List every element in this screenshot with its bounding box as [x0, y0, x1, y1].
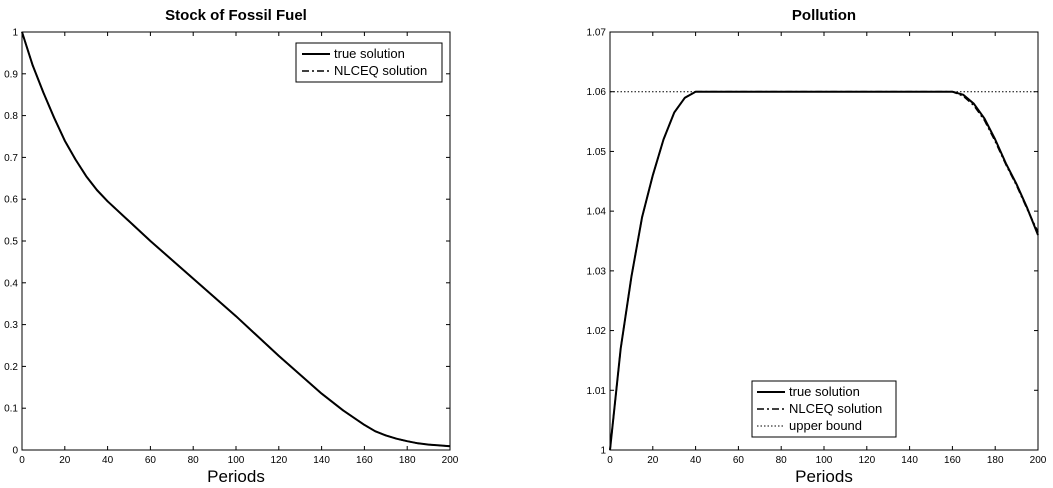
x-tick-label: 120: [858, 455, 875, 466]
y-tick-label: 1.03: [587, 266, 607, 277]
x-tick-label: 80: [188, 455, 200, 466]
x-tick-label: 20: [647, 455, 659, 466]
plot-frame: [21, 31, 451, 451]
legend-label-upper-bound: upper bound: [789, 418, 862, 433]
x-tick-label: 60: [733, 455, 745, 466]
x-tick-label: 160: [356, 455, 373, 466]
x-tick-label: 120: [270, 455, 287, 466]
y-tick-label: 1: [600, 446, 606, 457]
legend-box: [295, 42, 443, 83]
chart-stock-of-fossil-fuel: Stock of Fossil Fuel 0 20 40 60 80 100 120 140 1…: [4, 7, 459, 486]
y-tick-label: 1.02: [587, 326, 607, 337]
x-tick-label: 0: [607, 455, 613, 466]
x-axis-label: Periods: [207, 467, 265, 486]
chart-title: Pollution: [792, 7, 856, 24]
y-tick-label: 0.4: [4, 278, 18, 289]
y-tick-label: 0: [12, 446, 18, 457]
x-tick-label: 100: [228, 455, 245, 466]
y-tick-label: 0.9: [4, 69, 18, 80]
x-tick-label: 200: [1030, 455, 1047, 466]
legend: true solution NLCEQ solution upper bound: [751, 380, 897, 438]
y-tick-label: 0.1: [4, 404, 18, 415]
x-tick-label: 80: [776, 455, 788, 466]
y-tick-label: 0.5: [4, 237, 18, 248]
x-axis-label: Periods: [795, 467, 853, 486]
y-tick-label: 1.01: [587, 386, 607, 397]
x-tick-label: 200: [442, 455, 459, 466]
y-tick-label: 1.06: [587, 87, 607, 98]
y-tick-label: 1.07: [587, 28, 607, 39]
x-tick-label: 40: [690, 455, 702, 466]
series-line-nlceq-solution: [21, 31, 451, 447]
tick-layer: 0 20 40 60 80 100 120 140 160 180 200 0 0.1 0.2 0.3 0.4…: [4, 28, 459, 467]
y-tick-label: 0.2: [4, 362, 18, 373]
x-tick-label: 60: [145, 455, 157, 466]
legend-label-nlceq-solution: NLCEQ solution: [789, 401, 882, 416]
series-line-true-solution: [21, 31, 451, 448]
x-tick-label: 160: [944, 455, 961, 466]
plot-frame: [609, 31, 1039, 451]
series-layer: [21, 31, 451, 448]
y-tick-label: 1.05: [587, 147, 607, 158]
x-tick-label: 0: [19, 455, 25, 466]
x-tick-label: 180: [399, 455, 416, 466]
x-tick-label: 180: [987, 455, 1004, 466]
x-tick-label: 140: [901, 455, 918, 466]
legend-label-true-solution: true solution: [789, 384, 860, 399]
chart-title: Stock of Fossil Fuel: [165, 7, 307, 24]
x-tick-label: 140: [313, 455, 330, 466]
series-line-nlceq-solution: [609, 90, 1039, 451]
legend-label-true-solution: true solution: [334, 46, 405, 61]
chart-pollution: Pollution 0 20 40 60 80 100 120 140 160 180 200 1 1.…: [587, 7, 1047, 486]
y-tick-label: 0.7: [4, 153, 18, 164]
x-tick-label: 20: [59, 455, 71, 466]
x-tick-label: 100: [816, 455, 833, 466]
tick-layer: 0 20 40 60 80 100 120 140 160 180 200 1 1.01 1.02 1.03…: [587, 28, 1047, 467]
y-tick-label: 0.6: [4, 195, 18, 206]
y-tick-label: 1: [12, 28, 18, 39]
legend: true solution NLCEQ solution: [295, 42, 443, 83]
x-tick-label: 40: [102, 455, 114, 466]
y-tick-label: 0.8: [4, 111, 18, 122]
y-tick-label: 0.3: [4, 320, 18, 331]
legend-label-nlceq-solution: NLCEQ solution: [334, 63, 427, 78]
series-layer: [609, 90, 1039, 451]
y-tick-label: 1.04: [587, 207, 607, 218]
